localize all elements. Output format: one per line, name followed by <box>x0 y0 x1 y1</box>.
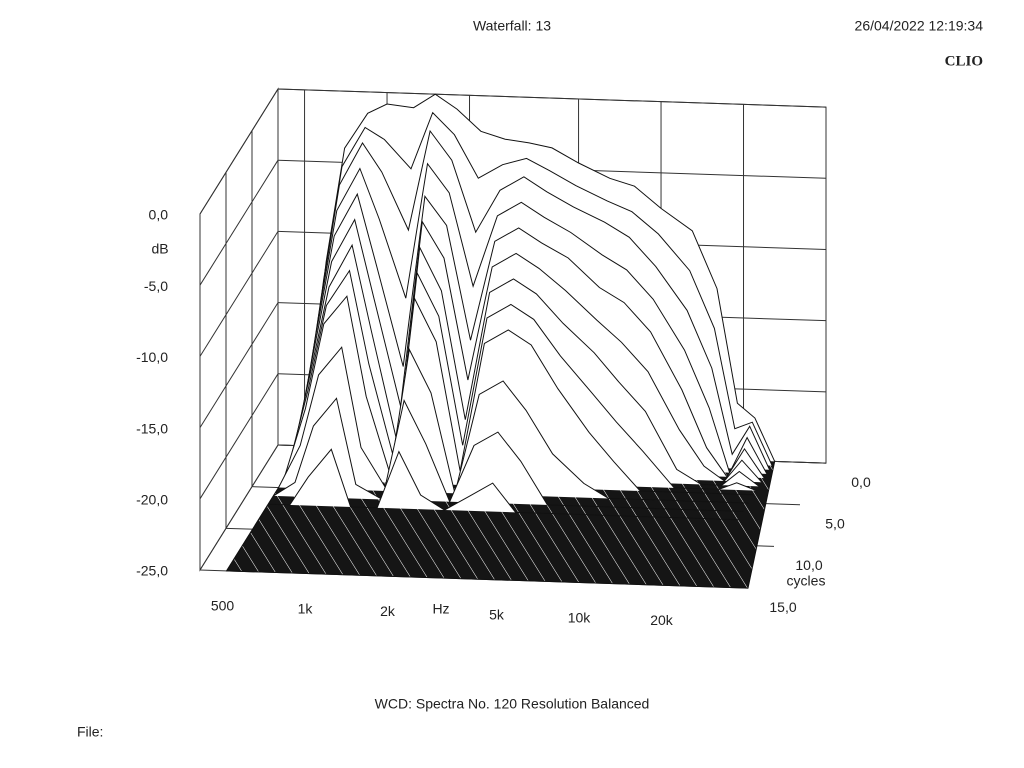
y-tick-label: -15,0 <box>136 420 168 436</box>
y-tick-label: -25,0 <box>136 563 168 579</box>
slice-line <box>296 162 768 475</box>
y-tick-label: 0,0 <box>149 207 169 223</box>
slice-line <box>291 218 763 483</box>
z-tick-label: 10,0 <box>795 557 822 573</box>
z-tick-label: 5,0 <box>825 515 845 531</box>
y-axis-label: dB <box>151 241 168 257</box>
y-tick-label: -20,0 <box>136 492 168 508</box>
slice-fill <box>268 449 739 520</box>
slice-line <box>283 295 754 496</box>
slice-line <box>285 269 757 492</box>
timestamp: 26/04/2022 12:19:34 <box>855 18 984 34</box>
plot: 0,0 -5,0 -10,0 -15,0 -20,0 -25,0 500 1k 2k 5k 10k 2… <box>136 87 871 628</box>
file-label: File: <box>77 724 103 740</box>
grid-line <box>199 373 279 500</box>
grid-line <box>199 231 279 357</box>
brand: CLIO <box>945 53 983 69</box>
slice-line <box>293 192 765 479</box>
grid-line <box>199 302 279 428</box>
z-axis-label: cycles <box>787 573 826 589</box>
x-tick-label: 5k <box>489 607 505 623</box>
slice-line <box>268 448 739 521</box>
slice-line <box>278 346 749 504</box>
caption: WCD: Spectra No. 120 Resolution Balanced <box>375 696 650 712</box>
slice-line <box>304 93 776 462</box>
z-tick-label: 0,0 <box>851 474 871 490</box>
y-tick-label: -5,0 <box>144 278 168 294</box>
x-tick-label: 20k <box>650 612 674 628</box>
slice-line <box>298 129 770 470</box>
x-axis-label: Hz <box>432 601 449 617</box>
slice-line <box>288 243 760 487</box>
z-tick-label: 15,0 <box>769 599 796 615</box>
grid-line <box>199 444 279 571</box>
title: Waterfall: 13 <box>473 18 551 34</box>
x-tick-label: 1k <box>298 600 314 616</box>
x-tick-label: 2k <box>380 603 396 619</box>
x-tick-label: 500 <box>211 598 235 614</box>
slice-line <box>273 397 744 512</box>
grid-line <box>277 88 827 108</box>
y-tick-label: -10,0 <box>136 349 168 365</box>
x-tick-label: 10k <box>568 609 592 625</box>
slice-line <box>301 111 773 466</box>
left-wall <box>199 87 279 572</box>
grid-line <box>199 88 279 215</box>
grid-line <box>199 159 279 286</box>
